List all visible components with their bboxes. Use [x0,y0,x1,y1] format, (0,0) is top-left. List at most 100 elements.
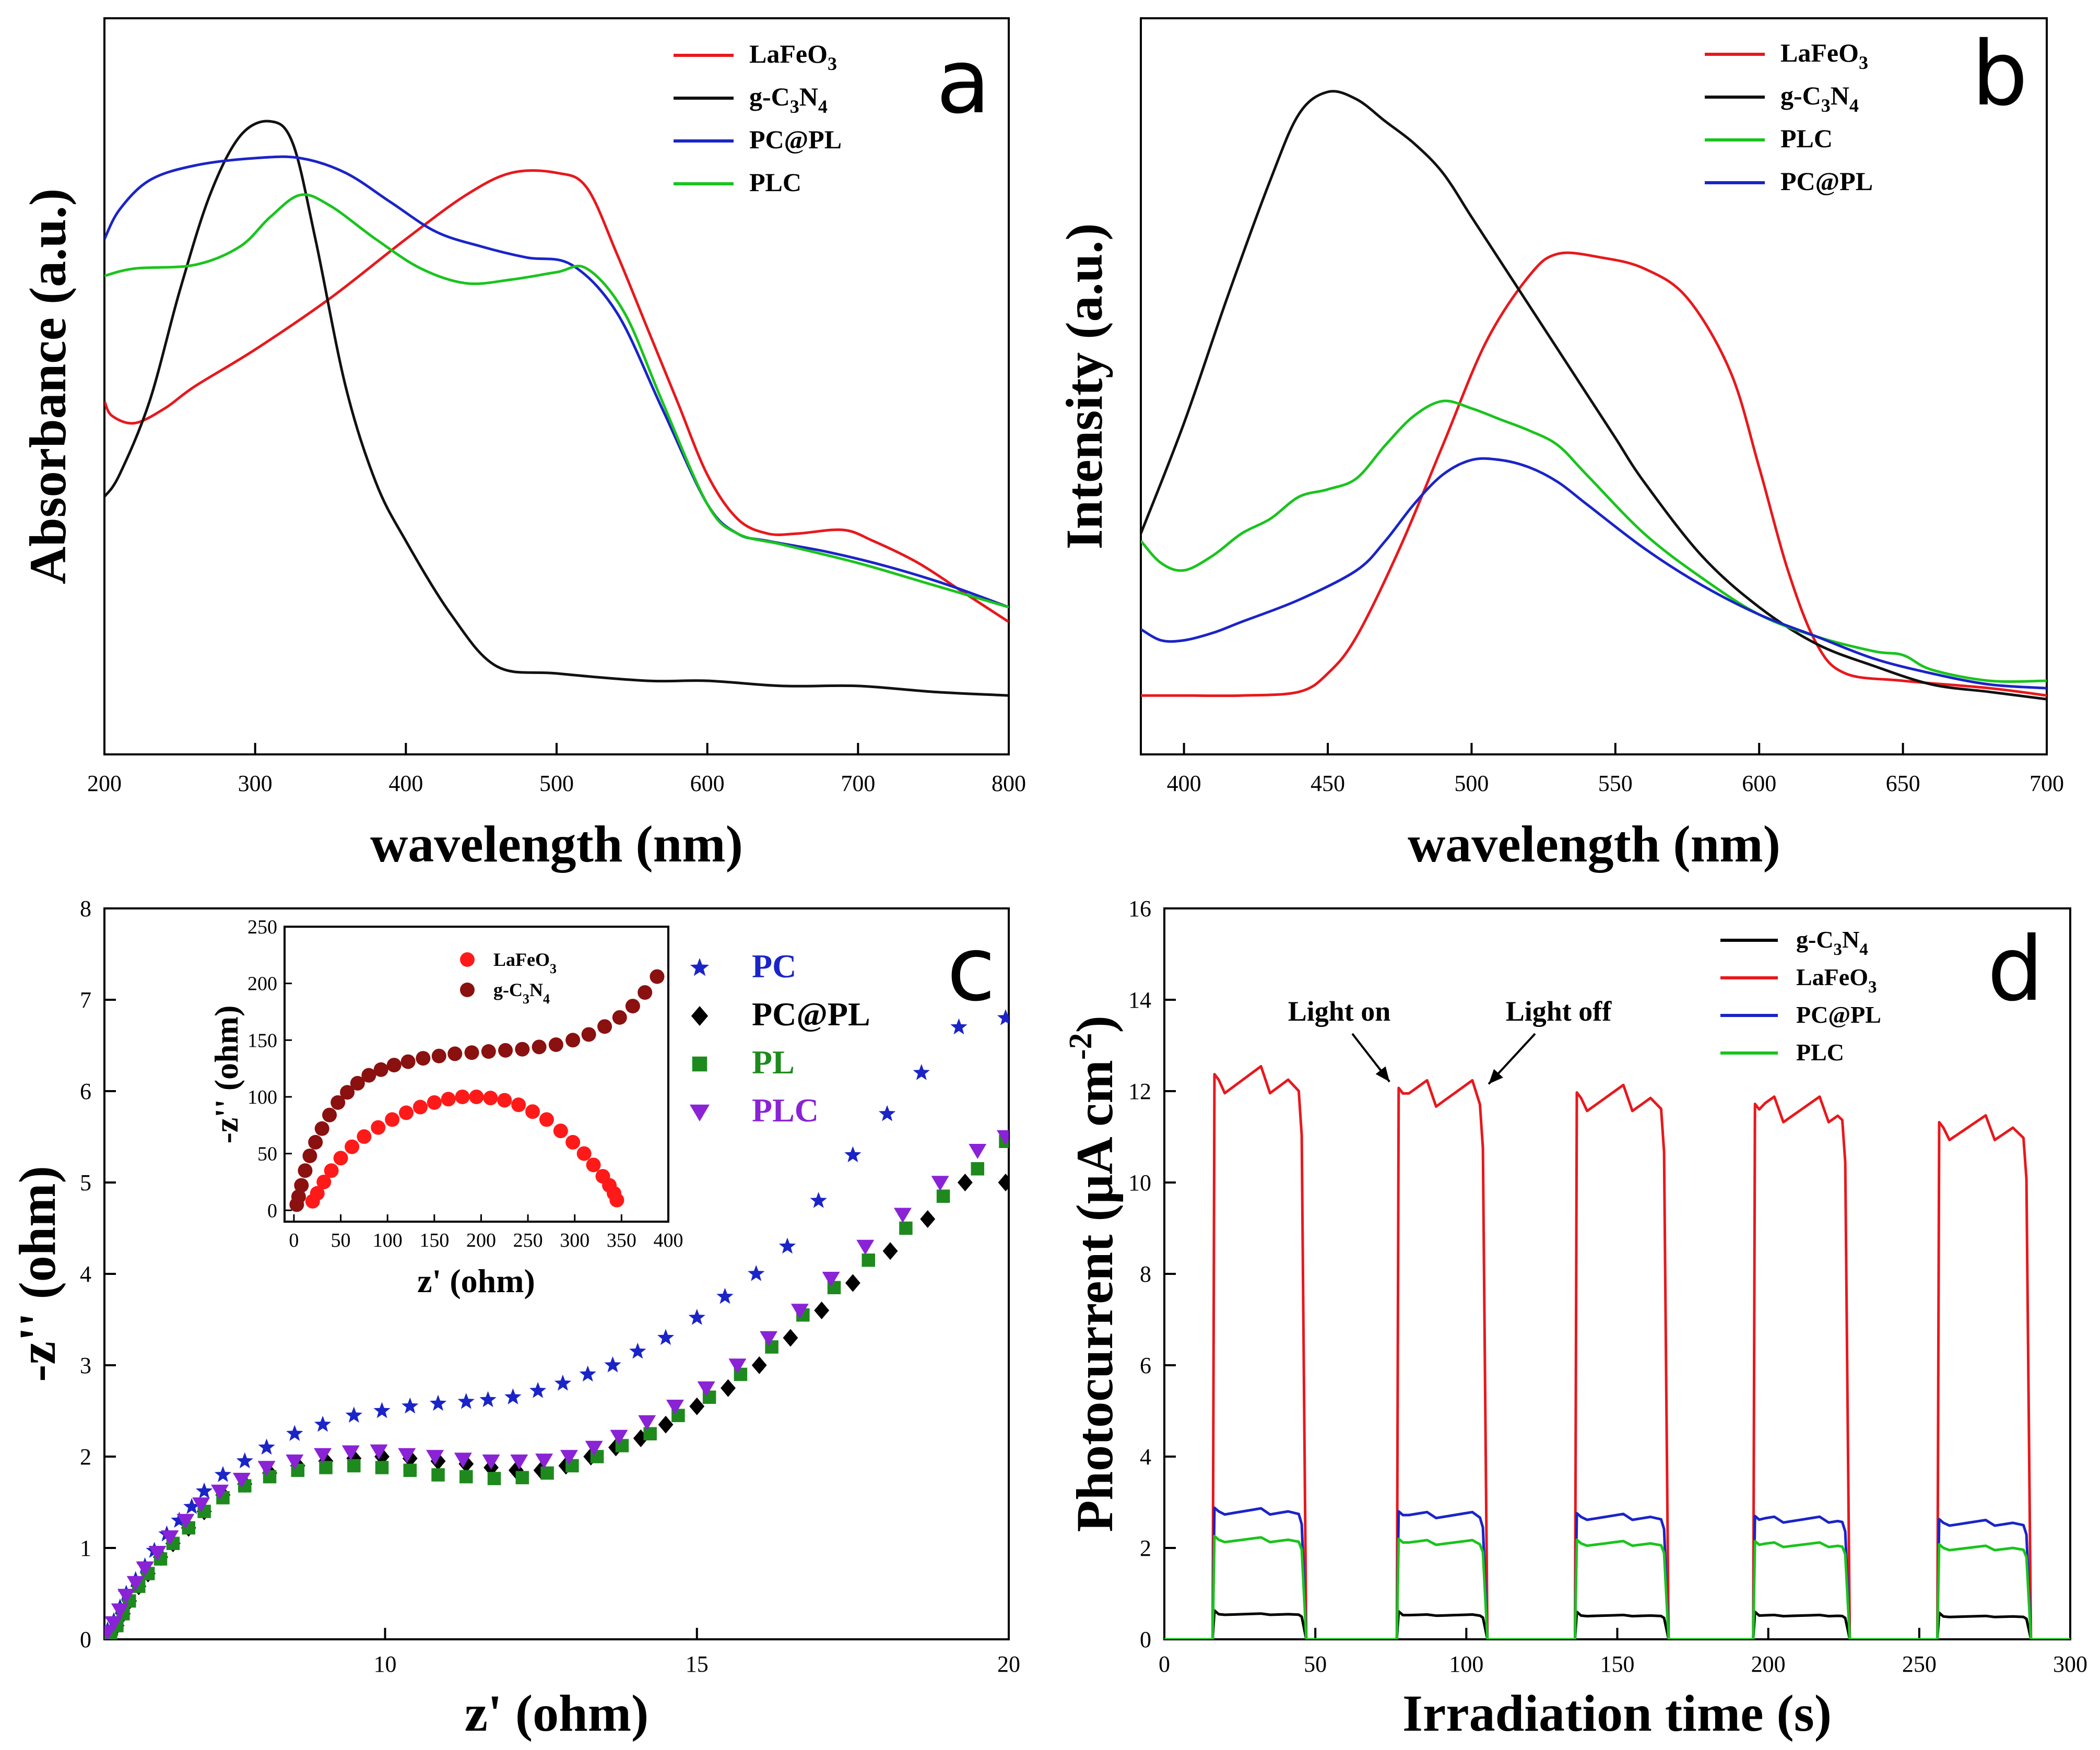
legend-label-PC@PL-main: PC@PL [1780,167,1873,196]
legend-marker-PC@PL [691,1006,709,1026]
inset-point-g-C3N4 [331,1095,346,1110]
data-point-PC@PL [430,1452,446,1470]
inset-point-g-C3N4 [350,1075,365,1091]
data-point-PLC [126,1576,145,1591]
legend-label-LaFeO3: LaFeO3 [749,39,837,74]
data-point-PC [402,1397,419,1414]
series-line-LaFeO3 [1141,251,2047,697]
y-tick-label: 7 [80,987,91,1013]
data-point-PLC [697,1381,715,1397]
inset-series-group [289,969,665,1212]
inset-legend-label-LaFeO3: LaFeO3 [493,949,557,976]
inset-legend-label-LaFeO3-sub: 3 [550,961,557,976]
x-tick-label: 600 [1742,771,1776,796]
legend-label-PL: PL [752,1044,795,1081]
data-point-PC [479,1391,497,1408]
inset-x-tick-label: 300 [560,1229,589,1251]
inset-point-g-C3N4 [612,1010,627,1025]
legend-label-PLC: PLC [1796,1039,1844,1066]
data-point-PC [604,1356,621,1373]
data-point-PLC [117,1589,135,1604]
inset-point-LaFeO3 [316,1174,332,1189]
inset-point-g-C3N4 [291,1189,306,1204]
x-tick-label: 20 [997,1651,1020,1677]
x-tick-label: 100 [1449,1651,1483,1677]
data-point-PLC [560,1450,578,1465]
x-tick-label: 300 [238,771,273,796]
y-tick-label: 2 [80,1444,91,1470]
data-point-PL [899,1221,913,1235]
data-point-PC@PL [658,1415,674,1434]
inset-x-tick-label: 200 [466,1229,496,1251]
inset-point-LaFeO3 [469,1089,484,1104]
inset-point-LaFeO3 [399,1105,414,1120]
legend-label-PC@PL: PC@PL [1780,167,1873,196]
data-point-PLC [454,1452,472,1468]
inset-frame [284,926,669,1223]
series-group-c [104,1009,1009,1639]
y-tick-label: 8 [80,896,91,921]
x-tick-label: 400 [388,771,423,796]
panel-label-d: d [1987,918,2044,1021]
data-point-PC [716,1287,734,1304]
inset-point-LaFeO3 [345,1139,360,1154]
data-point-PC [183,1498,200,1514]
data-point-PL [347,1459,361,1473]
legend-label-g-C3N4-main: g-C [749,82,790,111]
panel-d: 0 50 100 150 200 250 300 0 2 4 6 8 10 12 14 16 Irradiat… [1063,896,2087,1742]
data-point-PC [810,1192,827,1208]
inset-point-LaFeO3 [371,1120,386,1135]
inset-point-LaFeO3 [427,1095,442,1110]
legend-label-PC@PL: PC@PL [1796,1001,1881,1028]
data-point-PL [540,1466,554,1480]
inset-point-LaFeO3 [539,1112,554,1127]
y-tick-label: 14 [1128,987,1151,1013]
y-axis-label-d: Photocurrent (μA cm-2) [1063,1015,1124,1532]
data-point-PLC [136,1561,154,1577]
data-point-PL [431,1468,445,1482]
data-point-PLC [610,1429,628,1445]
data-point-PC@PL [689,1397,705,1415]
y-axis-label-c: -z'' (ohm) [8,1166,66,1382]
inset-x-tick-label: 350 [607,1229,636,1251]
legend-label-g-C3N4-sub: 3 [1821,95,1831,116]
x-tick-label: 250 [1902,1651,1937,1677]
series-line-PC@PL [1141,457,2047,690]
y-tick-label: 4 [1140,1444,1151,1470]
data-point-PL [515,1471,529,1484]
y-axis-label-d-tail: ) [1066,1015,1124,1033]
data-point-PC [314,1415,332,1432]
inset-point-LaFeO3 [553,1124,568,1139]
inset-point-g-C3N4 [322,1107,337,1122]
panel-label-c: c [947,918,995,1021]
data-point-PC [579,1365,596,1382]
inset-y-axis-label: -z'' (ohm) [208,1006,245,1144]
inset-point-g-C3N4 [340,1085,355,1100]
y-tick-label: 2 [1140,1535,1151,1561]
inset-point-g-C3N4 [431,1048,446,1063]
data-point-PLC [997,1130,1009,1145]
inset-point-LaFeO3 [576,1146,592,1161]
x-tick-label: 600 [690,771,725,796]
data-point-PLC [257,1461,276,1476]
inset-point-g-C3N4 [447,1046,463,1061]
legend-label-g-C3N4-tail: N [799,82,818,111]
legend-label-LaFeO3-main: LaFeO [1796,964,1868,990]
inset-point-g-C3N4 [400,1054,416,1069]
annotation-light-on: Light on [1288,996,1391,1027]
data-point-PL [319,1461,333,1474]
y-tick-label: 0 [80,1627,91,1652]
data-point-PC [688,1309,705,1325]
data-point-PC@PL [920,1210,936,1228]
data-point-PLC [341,1445,360,1461]
data-point-PLC [931,1176,949,1191]
inset-point-g-C3N4 [515,1042,530,1057]
x-tick-label: 200 [87,771,122,796]
y-tick-label: 6 [1140,1353,1151,1378]
inset-y-tick-label: 250 [247,916,277,938]
legend-label-g-C3N4: g-C3N4 [1780,81,1859,116]
series-group-d [1164,1065,2070,1639]
data-point-PC [748,1265,765,1281]
